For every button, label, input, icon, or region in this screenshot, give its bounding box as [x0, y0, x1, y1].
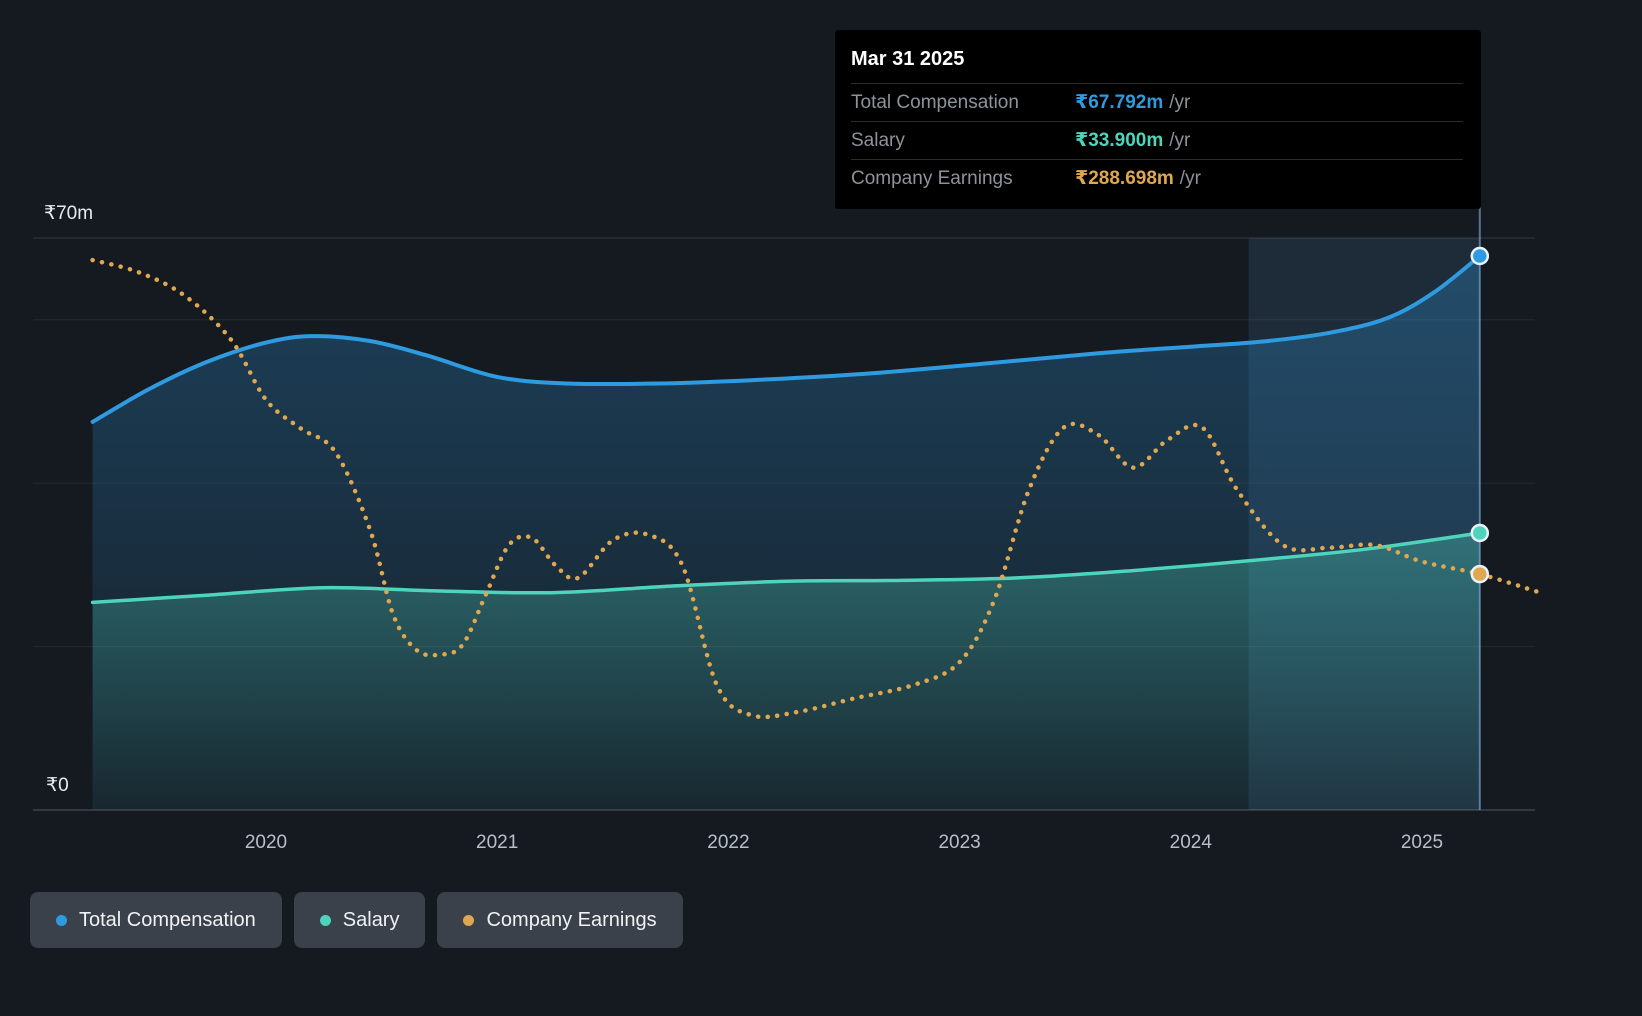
legend-label: Total Compensation — [79, 908, 256, 931]
tooltip-date: Mar 31 2025 — [851, 40, 1463, 84]
tooltip-row-total-compensation: Total Compensation ₹67.792m /yr — [851, 84, 1463, 122]
series-marker[interactable] — [1470, 246, 1490, 266]
series-marker[interactable] — [1470, 523, 1490, 543]
x-axis-label: 2021 — [476, 832, 518, 853]
tooltip-label: Company Earnings — [851, 167, 1013, 189]
tooltip-value: ₹67.792m — [1075, 92, 1164, 113]
tooltip-row-company-earnings: Company Earnings ₹288.698m /yr — [851, 160, 1463, 197]
compensation-chart[interactable]: 2020 2021 2022 2023 2024 2025 ₹70m ₹0 — [0, 0, 1642, 870]
x-axis-label: 2023 — [938, 832, 980, 853]
tooltip-value: ₹288.698m — [1075, 168, 1174, 189]
company-earnings-line — [90, 257, 1540, 720]
legend-dot-icon — [463, 914, 475, 926]
tooltip-row-salary: Salary ₹33.900m /yr — [851, 122, 1463, 160]
legend-item-salary[interactable]: Salary — [293, 892, 426, 948]
chart-legend: Total Compensation Salary Company Earnin… — [30, 892, 683, 948]
chart-tooltip: Mar 31 2025 Total Compensation ₹67.792m … — [835, 30, 1481, 209]
x-axis-label: 2025 — [1401, 832, 1443, 853]
legend-dot-icon — [56, 914, 67, 926]
salary-area — [92, 533, 1480, 810]
x-axis-label: 2022 — [707, 832, 749, 853]
legend-label: Salary — [342, 908, 400, 931]
legend-item-company-earnings[interactable]: Company Earnings — [437, 892, 683, 948]
tooltip-value-suffix: /yr — [1169, 91, 1191, 113]
x-axis-label: 2024 — [1170, 832, 1213, 853]
tooltip-value: ₹33.900m — [1075, 130, 1164, 151]
tooltip-value-suffix: /yr — [1169, 129, 1191, 151]
tooltip-label: Salary — [851, 129, 905, 151]
y-axis-max-label: ₹70m — [44, 203, 94, 224]
series-marker[interactable] — [1470, 564, 1490, 584]
legend-item-total-compensation[interactable]: Total Compensation — [30, 892, 282, 948]
legend-dot-icon — [319, 914, 331, 926]
x-axis-label: 2020 — [245, 832, 287, 853]
legend-label: Company Earnings — [486, 908, 657, 931]
y-axis-min-label: ₹0 — [46, 775, 69, 796]
tooltip-value-suffix: /yr — [1179, 167, 1201, 189]
chart-plot-area[interactable]: 2020 2021 2022 2023 2024 2025 — [0, 0, 1642, 870]
tooltip-label: Total Compensation — [851, 91, 1019, 113]
salary-line — [90, 531, 1482, 605]
total-compensation-line — [90, 254, 1482, 424]
